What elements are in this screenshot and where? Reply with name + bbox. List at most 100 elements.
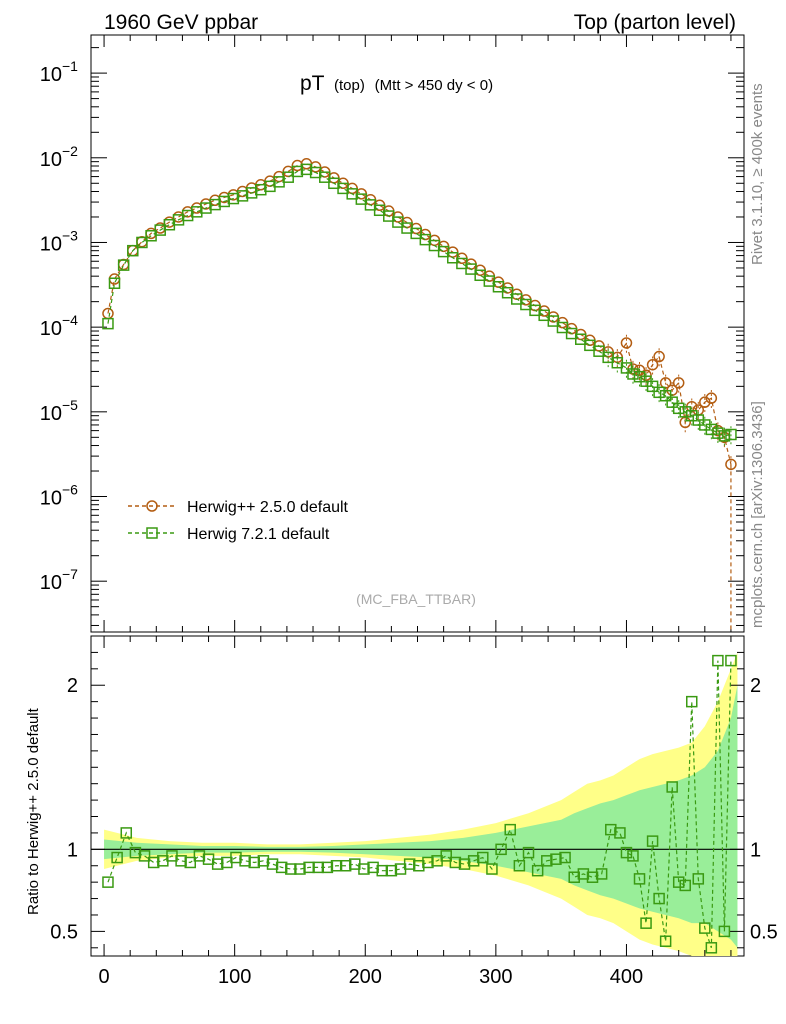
- ratio-point: [184, 856, 197, 869]
- x-tick-label: 200: [349, 966, 382, 988]
- ratio-point: [627, 850, 639, 862]
- data-point-herwig7: [620, 362, 633, 374]
- ratio-y-tick-label: 2: [67, 675, 78, 697]
- data-point-herwig7: [501, 286, 514, 299]
- ratio-point: [568, 871, 580, 883]
- ratio-y-tick-label-right: 0.5: [750, 921, 778, 943]
- side-mcplots-label: mcplots.cern.ch [arXiv:1306.3436]: [749, 401, 766, 628]
- y-tick-exponent: −6: [62, 482, 78, 498]
- data-point-herwig7: [653, 386, 665, 399]
- ratio-point: [531, 864, 544, 877]
- ratio-point: [385, 864, 398, 877]
- data-point-herwig7: [725, 428, 737, 441]
- data-point-herwig7: [127, 244, 139, 257]
- y-tick-label: 10: [40, 64, 62, 86]
- data-point-herwig7: [227, 192, 240, 205]
- ratio-point: [595, 868, 608, 880]
- data-point-herwig7: [373, 204, 386, 217]
- chart-title-main: pT: [300, 72, 325, 95]
- x-tick-label: 400: [610, 966, 643, 988]
- data-point-herwig7: [108, 277, 121, 289]
- data-point-herwig7: [666, 396, 678, 408]
- ratio-point: [692, 873, 705, 885]
- data-point-herwig7: [209, 198, 221, 211]
- data-point-herwig7: [191, 206, 203, 218]
- ratio-point: [102, 876, 114, 888]
- ratio-point: [620, 846, 633, 859]
- data-point-herwig7: [300, 163, 313, 176]
- chart-title-sub2: (Mtt > 450 dy < 0): [375, 77, 493, 94]
- ratio-point: [239, 855, 251, 867]
- data-point-herwig7: [291, 165, 304, 178]
- ratio-point: [321, 861, 334, 874]
- ratio-point: [129, 846, 142, 859]
- ratio-y-axis-label: Ratio to Herwig++ 2.5.0 default: [25, 707, 42, 915]
- data-point-herwig7: [679, 406, 691, 418]
- data-point-herwig7: [117, 259, 130, 271]
- ratio-y-tick-label-right: 1: [750, 839, 761, 861]
- ratio-point: [633, 873, 646, 885]
- data-point-herwigpp: [640, 369, 652, 382]
- x-tick-label: 100: [218, 966, 251, 988]
- data-point-herwig7: [718, 430, 731, 442]
- ratio-point: [513, 859, 526, 872]
- ratio-y-tick-label-right: 2: [750, 675, 761, 697]
- ratio-point: [367, 861, 379, 874]
- ratio-point: [138, 850, 151, 862]
- ratio-point: [504, 823, 516, 836]
- data-point-herwig7: [538, 309, 550, 322]
- data-point-herwig7: [136, 236, 148, 249]
- ratio-series-line: [107, 660, 732, 948]
- data-point-herwig7: [437, 245, 450, 258]
- ratio-point: [257, 855, 270, 867]
- ratio-point: [659, 935, 672, 947]
- data-point-herwig7: [474, 269, 486, 282]
- ratio-point: [440, 850, 452, 862]
- data-point-herwig7: [547, 315, 560, 327]
- y-tick-exponent: −7: [62, 566, 78, 582]
- y-tick-exponent: −1: [62, 58, 78, 74]
- data-point-herwig7: [218, 195, 230, 208]
- data-point-herwig7: [410, 227, 422, 240]
- data-point-herwig7: [392, 216, 404, 228]
- data-point-herwigpp: [653, 350, 665, 363]
- data-point-herwig7: [102, 317, 114, 330]
- data-point-herwig7: [419, 233, 432, 246]
- data-point-herwig7: [492, 280, 505, 293]
- ratio-point: [175, 855, 187, 867]
- data-point-herwig7: [712, 427, 724, 439]
- header-energy-label: 1960 GeV ppbar: [104, 11, 258, 34]
- chart-title: pT (top) (Mtt > 450 dy < 0): [300, 72, 493, 95]
- data-point-herwigpp: [646, 358, 659, 371]
- ratio-point: [679, 879, 691, 892]
- ratio-point: [705, 942, 718, 954]
- data-point-herwigpp: [282, 165, 294, 178]
- data-point-herwig7: [236, 190, 249, 202]
- ratio-point: [653, 892, 665, 905]
- data-point-herwigpp: [672, 377, 685, 389]
- data-point-herwig7: [575, 333, 587, 345]
- ratio-point: [605, 823, 617, 836]
- legend: Herwig++ 2.5.0 default Herwig 7.2.1 defa…: [128, 499, 349, 543]
- ratio-point: [376, 864, 388, 877]
- data-point-herwig7: [319, 171, 331, 183]
- ratio-point: [614, 827, 626, 839]
- ratio-point: [449, 856, 462, 869]
- legend-marker-herwig7: [146, 527, 158, 539]
- ratio-y-tick-label: 1: [67, 839, 78, 861]
- ratio-point: [193, 850, 206, 862]
- chart-title-sub1: (top): [334, 77, 365, 94]
- y-tick-exponent: −3: [62, 227, 78, 243]
- ratio-point: [413, 859, 425, 872]
- y-tick-exponent: −2: [62, 143, 78, 159]
- y-tick-label: 10: [40, 403, 62, 425]
- ratio-point: [303, 861, 315, 874]
- data-point-herwig7: [584, 339, 596, 352]
- ratio-point: [358, 863, 370, 875]
- data-point-herwig7: [659, 389, 672, 402]
- ratio-point: [495, 843, 507, 856]
- y-tick-exponent: −4: [62, 312, 78, 328]
- ratio-point: [541, 855, 553, 867]
